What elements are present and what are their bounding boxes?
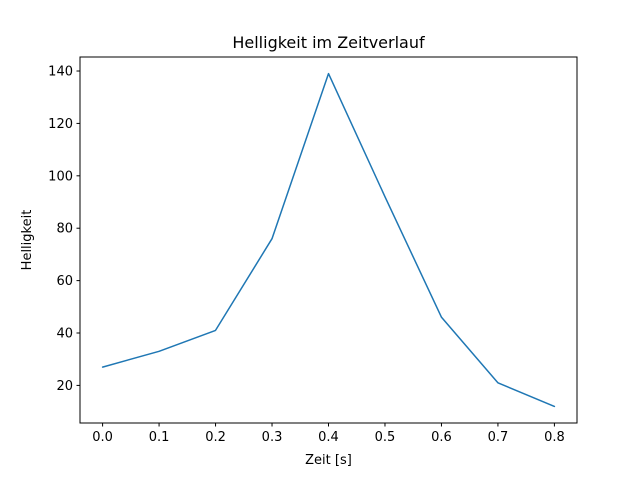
- plot-frame: [79, 56, 578, 424]
- y-tick-label: 140: [48, 65, 73, 80]
- x-tick-label: 0.4: [318, 430, 339, 445]
- y-tick-label: 40: [56, 327, 73, 342]
- data-line-layer: [101, 72, 556, 408]
- x-tick-label: 0.6: [431, 430, 452, 445]
- y-tick-label: 20: [56, 379, 73, 394]
- y-tick-label: 120: [48, 117, 73, 132]
- chart-title: Helligkeit im Zeitverlauf: [232, 33, 425, 52]
- y-tick-label: 100: [48, 169, 73, 184]
- x-tick-label: 0.3: [262, 430, 283, 445]
- data-line: [101, 72, 556, 408]
- x-tick-label: 0.5: [375, 430, 396, 445]
- ticks-layer: 0.0 0.1 0.2 0.3 0.4 0.5 0.6 0.7 0.8 20 40 60 80 100 12…: [48, 65, 565, 445]
- x-tick-label: 0.8: [544, 430, 565, 445]
- x-tick-label: 0.1: [149, 430, 170, 445]
- x-tick-label: 0.7: [488, 430, 509, 445]
- plot-area: [80, 57, 577, 423]
- x-axis-label: Zeit [s]: [305, 453, 352, 468]
- x-tick-label: 0.2: [205, 430, 226, 445]
- x-tick-label: 0.0: [92, 430, 113, 445]
- y-axis-label: Helligkeit: [20, 210, 35, 271]
- y-tick-label: 80: [56, 222, 73, 237]
- y-tick-label: 60: [56, 274, 73, 289]
